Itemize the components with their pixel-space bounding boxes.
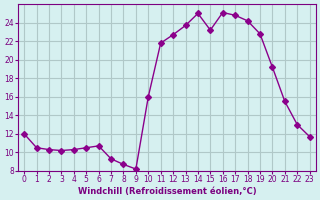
X-axis label: Windchill (Refroidissement éolien,°C): Windchill (Refroidissement éolien,°C) (77, 187, 256, 196)
